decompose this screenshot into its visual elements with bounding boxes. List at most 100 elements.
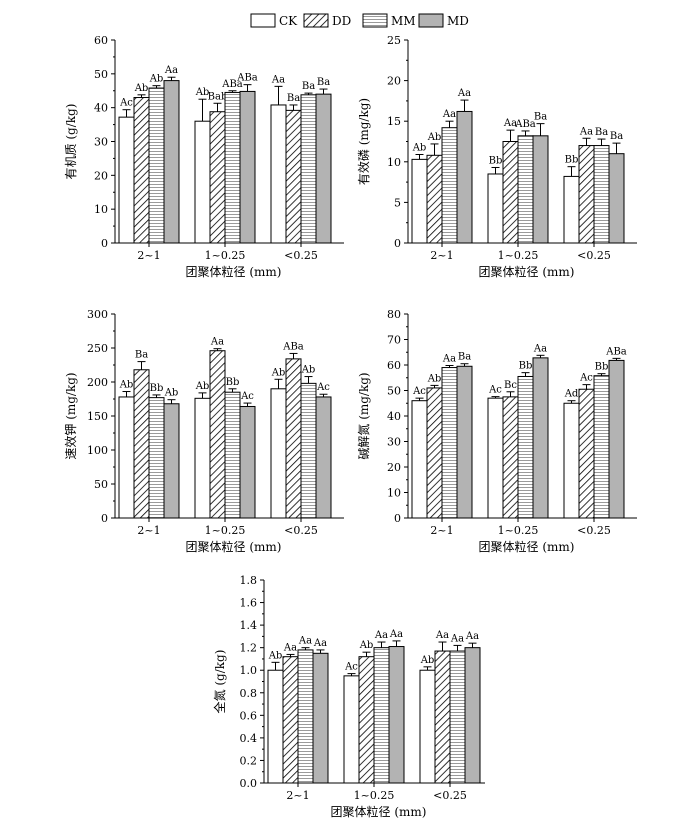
significance-label: ABa: [605, 346, 627, 357]
significance-label: Ab: [427, 373, 442, 384]
bar-md: [464, 647, 481, 784]
x-tick-label: 1~0.25: [354, 789, 395, 802]
bar-mm: [224, 391, 241, 519]
y-axis-label: 全氮 (g/kg): [212, 650, 227, 714]
y-tick-label: 25: [387, 34, 401, 47]
significance-label: Bb: [226, 377, 240, 388]
y-tick-label: 1.8: [240, 574, 258, 587]
y-tick-label: 20: [387, 75, 401, 88]
y-tick-label: 1.0: [240, 664, 258, 677]
y-tick-label: 15: [387, 115, 401, 128]
significance-label: Ad: [564, 389, 579, 400]
significance-label: Ac: [412, 386, 426, 397]
y-tick-label: 0.6: [240, 709, 258, 722]
legend-swatch-mm: [362, 13, 388, 28]
bar-ck: [563, 175, 580, 244]
bar-md: [239, 405, 256, 519]
significance-label: Ab: [301, 365, 316, 376]
bar-ck: [270, 388, 287, 519]
bar-ck: [118, 116, 135, 244]
significance-label: ABa: [282, 341, 304, 352]
significance-label: Ab: [420, 655, 435, 666]
bar-mm: [517, 135, 534, 244]
y-tick-label: 250: [87, 342, 108, 355]
legend: CK DD MM MD: [250, 13, 469, 28]
significance-label: Aa: [210, 337, 224, 348]
y-tick-label: 20: [94, 169, 108, 182]
significance-label: Ab: [164, 388, 179, 399]
y-tick-label: 10: [94, 203, 108, 216]
bar-ck: [194, 397, 211, 519]
significance-label: Aa: [283, 642, 297, 653]
significance-label: Ab: [271, 367, 286, 378]
significance-label: Aa: [465, 631, 479, 642]
x-tick-label: 1~0.25: [498, 524, 539, 537]
y-tick-label: 40: [94, 102, 108, 115]
y-tick-label: 300: [87, 308, 108, 321]
y-tick-label: 60: [387, 359, 401, 372]
bar-ck: [194, 120, 211, 244]
x-axis-label: 团聚体粒径 (mm): [331, 804, 427, 819]
bar-mm: [300, 382, 317, 519]
x-axis-label: 团聚体粒径 (mm): [186, 264, 282, 279]
y-tick-label: 100: [87, 444, 108, 457]
y-tick-label: 0: [101, 237, 108, 250]
bar-md: [456, 365, 473, 519]
bar-mm: [449, 650, 466, 784]
bar-mm: [441, 127, 458, 244]
bar-ck: [118, 396, 135, 519]
y-tick-label: 0.0: [240, 777, 258, 790]
bar-ck: [563, 402, 580, 519]
x-axis-label: 团聚体粒径 (mm): [479, 264, 575, 279]
bar-ck: [487, 397, 504, 519]
bar-dd: [578, 145, 595, 244]
significance-label: Aa: [442, 354, 456, 365]
y-axis-label: 速效钾 (mg/kg): [63, 372, 78, 459]
bar-dd: [133, 97, 150, 244]
significance-label: Ba: [610, 131, 623, 142]
y-axis-label: 有效磷 (mg/kg): [356, 98, 371, 185]
y-tick-label: 5: [394, 196, 401, 209]
significance-label: Aa: [503, 118, 517, 129]
y-tick-label: 30: [94, 136, 108, 149]
bar-dd: [282, 656, 299, 784]
bar-md: [456, 110, 473, 244]
significance-label: ABa: [221, 79, 243, 90]
significance-label: Bb: [595, 362, 609, 373]
significance-label: Bb: [150, 383, 164, 394]
legend-item-md: MD: [418, 13, 469, 28]
x-tick-label: 2~1: [430, 249, 453, 262]
bar-md: [239, 90, 256, 244]
x-tick-label: <0.25: [284, 249, 318, 262]
y-tick-label: 20: [387, 461, 401, 474]
significance-label: Aa: [374, 630, 388, 641]
y-tick-label: 0.8: [240, 687, 258, 700]
significance-label: Aa: [533, 343, 547, 354]
legend-swatch-dd: [303, 13, 329, 28]
bar-dd: [209, 111, 226, 244]
y-tick-label: 0.2: [240, 754, 258, 767]
significance-label: Ba: [595, 127, 608, 138]
y-tick-label: 70: [387, 334, 401, 347]
significance-label: Ac: [119, 98, 133, 109]
significance-label: Aa: [164, 65, 178, 76]
bar-dd: [285, 358, 302, 519]
bar-ck: [267, 669, 284, 784]
bar-ck: [411, 400, 428, 519]
significance-label: Bc: [504, 380, 517, 391]
significance-label: Ab: [268, 650, 283, 661]
legend-label-mm: MM: [391, 14, 416, 28]
bar-dd: [502, 396, 519, 519]
bar-dd: [426, 154, 443, 244]
legend-swatch-md: [418, 13, 444, 28]
x-axis-label: 团聚体粒径 (mm): [186, 539, 282, 554]
y-tick-label: 60: [94, 34, 108, 47]
bar-mm: [148, 87, 165, 244]
y-tick-label: 0: [101, 512, 108, 525]
bar-md: [315, 396, 332, 519]
significance-label: Ab: [427, 132, 442, 143]
x-tick-label: <0.25: [433, 789, 467, 802]
significance-label: Bb: [489, 155, 503, 166]
y-axis-label: 有机质 (g/kg): [64, 104, 78, 180]
